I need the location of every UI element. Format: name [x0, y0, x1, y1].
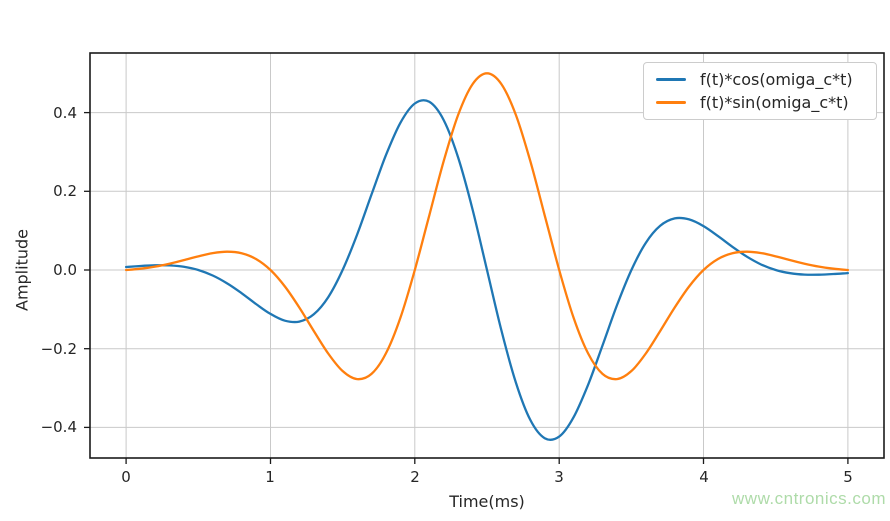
x-tick-label: 1	[265, 468, 275, 486]
x-tick-label: 3	[554, 468, 564, 486]
y-tick-label: 0.0	[53, 261, 77, 279]
y-tick-label: −0.2	[40, 340, 77, 358]
y-tick-label: 0.4	[53, 104, 77, 122]
series-lines	[124, 72, 850, 441]
legend: f(t)*cos(omiga_c*t) f(t)*sin(omiga_c*t)	[643, 62, 877, 120]
legend-item-cos: f(t)*cos(omiga_c*t)	[656, 70, 868, 89]
x-tick-label: 4	[699, 468, 709, 486]
series-line-cos	[124, 99, 850, 441]
x-tick-label: 0	[121, 468, 131, 486]
x-tick-label: 5	[843, 468, 853, 486]
axes-frame	[89, 52, 885, 459]
legend-item-sin: f(t)*sin(omiga_c*t)	[656, 93, 868, 112]
y-tick-label: −0.4	[40, 418, 77, 436]
y-axis-label: Amplitude	[12, 229, 32, 311]
x-tick-label: 2	[410, 468, 420, 486]
tick-marks	[84, 111, 849, 464]
x-axis-label: Time(ms)	[449, 492, 525, 511]
y-tick-label: 0.2	[53, 182, 77, 200]
legend-label-sin: f(t)*sin(omiga_c*t)	[700, 93, 849, 112]
series-line-sin	[124, 72, 850, 381]
watermark: www.cntronics.com	[732, 489, 886, 508]
legend-label-cos: f(t)*cos(omiga_c*t)	[700, 70, 853, 89]
legend-line-sample-blue	[656, 78, 686, 81]
legend-line-sample-orange	[656, 101, 686, 104]
